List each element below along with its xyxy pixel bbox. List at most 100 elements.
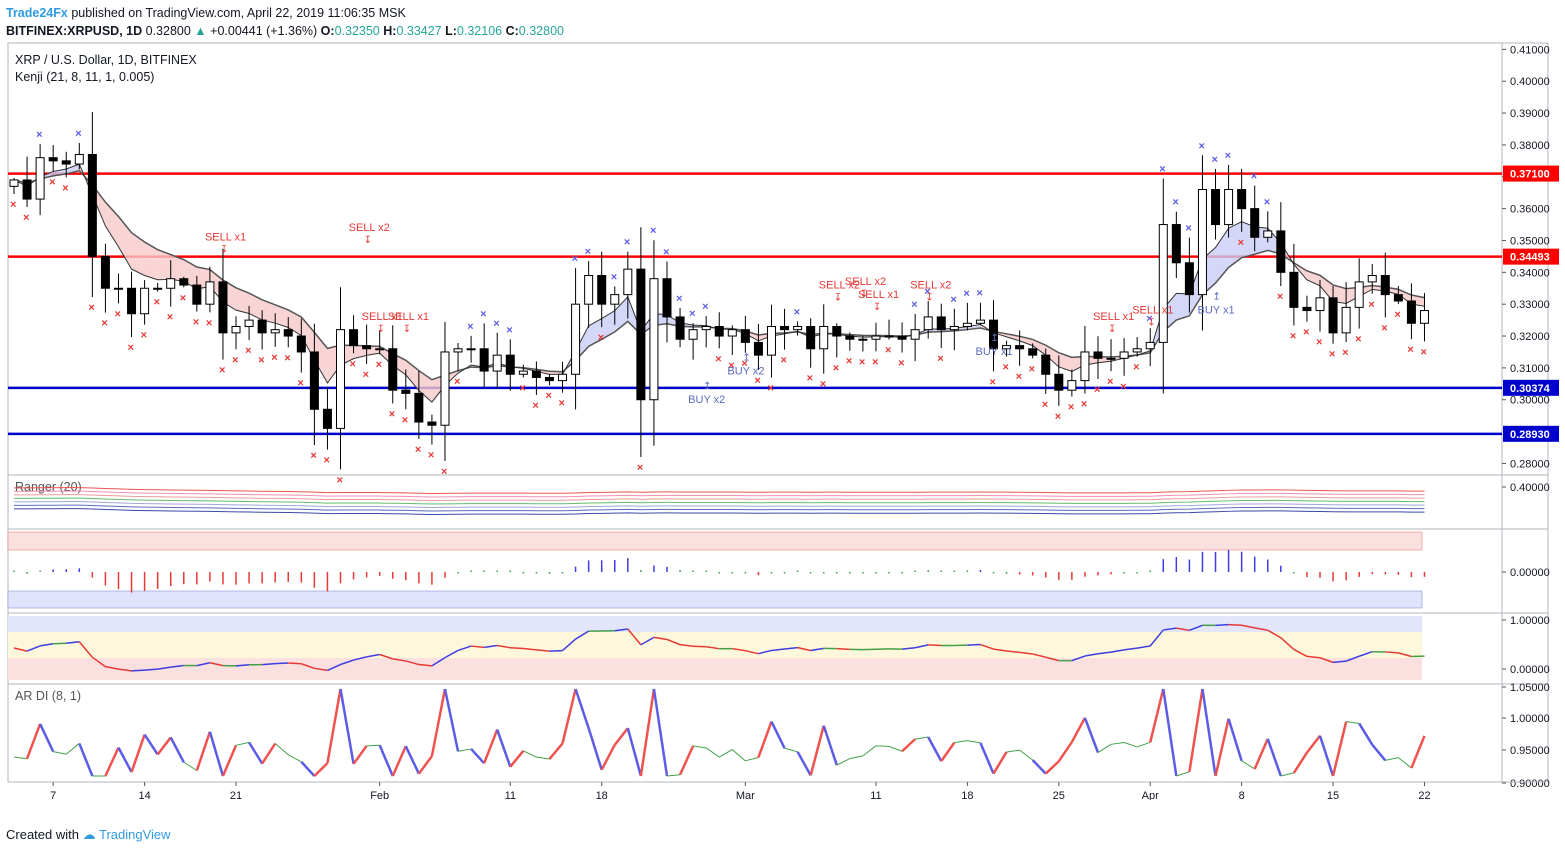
candle-body[interactable] bbox=[845, 335, 855, 340]
candle-body[interactable] bbox=[1002, 345, 1012, 350]
candle-body[interactable] bbox=[1054, 373, 1064, 391]
candle-body[interactable] bbox=[309, 351, 319, 410]
candle-body[interactable] bbox=[1106, 357, 1116, 360]
candle-body[interactable] bbox=[48, 157, 58, 162]
candle-body[interactable] bbox=[1184, 262, 1194, 296]
candle-body[interactable] bbox=[1015, 345, 1025, 350]
candle-body[interactable] bbox=[1145, 341, 1155, 350]
candle-body[interactable] bbox=[832, 325, 842, 337]
candle-body[interactable] bbox=[949, 325, 959, 331]
candle-body[interactable] bbox=[623, 268, 633, 296]
candle-body[interactable] bbox=[819, 325, 829, 350]
candle-body[interactable] bbox=[636, 268, 646, 401]
candle-body[interactable] bbox=[1406, 300, 1416, 324]
candle-body[interactable] bbox=[22, 179, 32, 200]
candle-body[interactable] bbox=[296, 335, 306, 353]
candle-body[interactable] bbox=[1067, 380, 1077, 391]
candle-body[interactable] bbox=[453, 348, 463, 353]
candle-body[interactable] bbox=[610, 294, 620, 305]
candle-body[interactable] bbox=[727, 329, 737, 337]
candle-body[interactable] bbox=[9, 179, 19, 187]
candle-body[interactable] bbox=[975, 319, 985, 324]
candle-body[interactable] bbox=[897, 335, 907, 340]
candle-body[interactable] bbox=[87, 153, 97, 257]
candle-body[interactable] bbox=[1263, 230, 1273, 238]
candle-body[interactable] bbox=[414, 392, 424, 423]
candle-body[interactable] bbox=[192, 284, 202, 305]
candle-body[interactable] bbox=[322, 408, 332, 429]
candle-body[interactable] bbox=[401, 389, 411, 394]
candle-body[interactable] bbox=[753, 341, 763, 356]
candle-body[interactable] bbox=[388, 348, 398, 391]
candle-body[interactable] bbox=[1393, 294, 1403, 302]
candle-body[interactable] bbox=[571, 303, 581, 375]
author-link[interactable]: Trade24Fx bbox=[6, 6, 68, 20]
candle-body[interactable] bbox=[270, 329, 280, 334]
candle-body[interactable] bbox=[218, 281, 228, 334]
candle-body[interactable] bbox=[714, 325, 724, 337]
candle-body[interactable] bbox=[1367, 275, 1377, 283]
candle-body[interactable] bbox=[910, 329, 920, 340]
candle-body[interactable] bbox=[1028, 348, 1038, 356]
candle-body[interactable] bbox=[1276, 230, 1286, 273]
candle-body[interactable] bbox=[179, 278, 189, 286]
candle-body[interactable] bbox=[466, 348, 476, 351]
candle-body[interactable] bbox=[1289, 271, 1299, 308]
candle-body[interactable] bbox=[1419, 310, 1429, 324]
candle-body[interactable] bbox=[1132, 348, 1142, 353]
candle-body[interactable] bbox=[1341, 306, 1351, 334]
candle-body[interactable] bbox=[936, 316, 946, 331]
price-chart[interactable]: 0.410000.400000.390000.380000.370000.360… bbox=[0, 40, 1565, 800]
candle-body[interactable] bbox=[1211, 189, 1221, 226]
candle-body[interactable] bbox=[793, 325, 803, 331]
candle-body[interactable] bbox=[923, 316, 933, 331]
candle-body[interactable] bbox=[962, 322, 972, 327]
candle-body[interactable] bbox=[531, 370, 541, 378]
candle-body[interactable] bbox=[1119, 351, 1129, 359]
candle-body[interactable] bbox=[1380, 275, 1390, 296]
candle-body[interactable] bbox=[505, 354, 515, 375]
candle-body[interactable] bbox=[518, 370, 528, 375]
candle-body[interactable] bbox=[1224, 189, 1234, 226]
candle-body[interactable] bbox=[166, 278, 176, 289]
candle-body[interactable] bbox=[1328, 297, 1338, 334]
candle-body[interactable] bbox=[205, 281, 215, 305]
candle-body[interactable] bbox=[1171, 224, 1181, 264]
candle-body[interactable] bbox=[231, 325, 241, 334]
candle-body[interactable] bbox=[1302, 306, 1312, 312]
candle-body[interactable] bbox=[127, 287, 137, 315]
candle-body[interactable] bbox=[153, 287, 163, 290]
candle-body[interactable] bbox=[362, 345, 372, 350]
candle-body[interactable] bbox=[427, 421, 437, 426]
candle-body[interactable] bbox=[780, 325, 790, 331]
candle-body[interactable] bbox=[283, 329, 293, 337]
candle-body[interactable] bbox=[61, 160, 71, 165]
candle-body[interactable] bbox=[584, 275, 594, 305]
candle-body[interactable] bbox=[858, 338, 868, 341]
candle-body[interactable] bbox=[1237, 189, 1247, 210]
candle-body[interactable] bbox=[1158, 224, 1168, 343]
candle-body[interactable] bbox=[479, 348, 489, 372]
candle-body[interactable] bbox=[766, 325, 776, 356]
candle-body[interactable] bbox=[597, 275, 607, 305]
candle-body[interactable] bbox=[544, 376, 554, 382]
candle-body[interactable] bbox=[1354, 281, 1364, 308]
candle-body[interactable] bbox=[688, 329, 698, 340]
candle-body[interactable] bbox=[257, 319, 267, 334]
candle-body[interactable] bbox=[675, 316, 685, 340]
candle-body[interactable] bbox=[558, 373, 568, 382]
candle-body[interactable] bbox=[336, 329, 345, 429]
candle-body[interactable] bbox=[100, 255, 110, 289]
candle-body[interactable] bbox=[649, 278, 659, 401]
candle-body[interactable] bbox=[1080, 351, 1090, 382]
candle-body[interactable] bbox=[701, 325, 711, 331]
candle-body[interactable] bbox=[492, 354, 502, 372]
candle-body[interactable] bbox=[989, 319, 998, 350]
candle-body[interactable] bbox=[349, 329, 359, 347]
footer-brand[interactable]: TradingView bbox=[99, 827, 171, 842]
candle-body[interactable] bbox=[662, 278, 672, 318]
candle-body[interactable] bbox=[35, 157, 45, 200]
candle-body[interactable] bbox=[113, 287, 123, 290]
candle-body[interactable] bbox=[871, 335, 881, 340]
candle-body[interactable] bbox=[440, 351, 450, 426]
